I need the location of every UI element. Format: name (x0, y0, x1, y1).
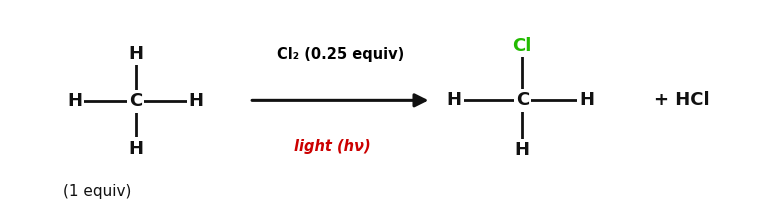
Text: C: C (129, 92, 142, 110)
Text: + HCl: + HCl (654, 91, 710, 109)
Text: H: H (515, 141, 529, 159)
Text: H: H (446, 91, 461, 109)
Text: light (hν): light (hν) (294, 139, 371, 154)
Text: Cl₂ (0.25 equiv): Cl₂ (0.25 equiv) (277, 47, 404, 62)
Text: H: H (579, 91, 594, 109)
Text: C: C (516, 91, 529, 109)
Text: (1 equiv): (1 equiv) (63, 184, 131, 199)
Text: H: H (67, 92, 83, 110)
Text: H: H (128, 140, 143, 158)
Text: H: H (189, 92, 204, 110)
Text: Cl: Cl (513, 37, 532, 55)
Text: H: H (128, 45, 143, 63)
